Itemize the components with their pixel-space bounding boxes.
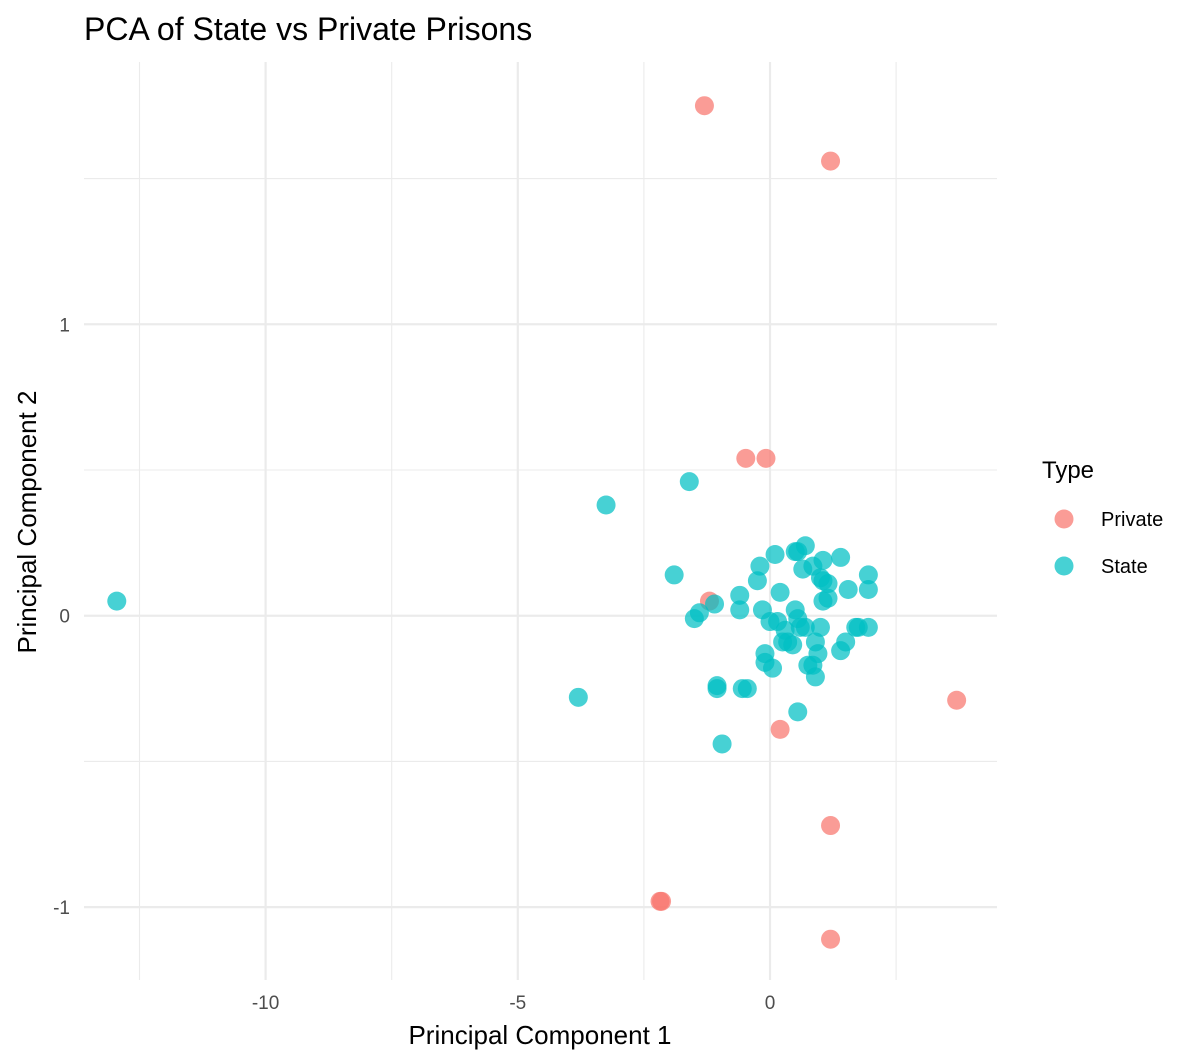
point-state (107, 591, 127, 611)
y-axis-title: Principal Component 2 (12, 390, 42, 653)
point-private (947, 690, 967, 710)
point-state (568, 687, 588, 707)
point-state (763, 658, 783, 678)
point-state (707, 679, 727, 699)
legend-key-state (1054, 556, 1074, 576)
point-state (858, 579, 878, 599)
point-state (737, 679, 757, 699)
point-private (650, 891, 670, 911)
point-private (756, 448, 776, 468)
point-state (765, 545, 785, 565)
point-state (831, 547, 851, 567)
grid-lines (84, 62, 997, 980)
point-private (736, 448, 756, 468)
point-private (694, 96, 714, 116)
point-state (684, 609, 704, 629)
x-tick-label: -10 (252, 993, 279, 1014)
y-tick-label: -1 (53, 898, 70, 919)
x-axis-title: Principal Component 1 (408, 1020, 671, 1050)
point-private (821, 929, 841, 949)
point-state (858, 565, 878, 585)
x-tick-label: -5 (509, 993, 526, 1014)
y-axis-ticks: -1 0 1 (53, 315, 70, 919)
x-axis-ticks: -10 -5 0 (252, 993, 775, 1014)
point-state (750, 556, 770, 576)
legend: Type Private State (1042, 457, 1163, 578)
legend-label-private: Private (1101, 509, 1163, 531)
point-state (705, 594, 725, 614)
legend-title: Type (1042, 457, 1094, 484)
y-tick-label: 0 (59, 607, 70, 628)
y-tick-label: 1 (59, 315, 70, 336)
point-state (813, 591, 833, 611)
point-state (679, 472, 699, 492)
point-state (805, 667, 825, 687)
point-state (795, 536, 815, 556)
point-state (858, 617, 878, 637)
point-state (783, 635, 803, 655)
point-state (818, 574, 838, 594)
point-state (813, 550, 833, 570)
legend-key-private (1054, 509, 1074, 529)
point-state (747, 571, 767, 591)
point-state (810, 617, 830, 637)
point-state (838, 579, 858, 599)
point-private (821, 816, 841, 836)
point-state (795, 617, 815, 637)
point-state (664, 565, 684, 585)
point-private (770, 719, 790, 739)
point-state (730, 600, 750, 620)
point-state (831, 641, 851, 661)
point-state (596, 495, 616, 515)
point-state (788, 702, 808, 722)
point-private (821, 151, 841, 171)
chart-title: PCA of State vs Private Prisons (84, 11, 532, 47)
legend-items: Private State (1054, 509, 1163, 578)
x-tick-label: 0 (765, 993, 776, 1014)
point-state (770, 582, 790, 602)
point-state (730, 585, 750, 605)
data-points (107, 96, 967, 949)
legend-label-state: State (1101, 556, 1148, 578)
point-state (712, 734, 732, 754)
